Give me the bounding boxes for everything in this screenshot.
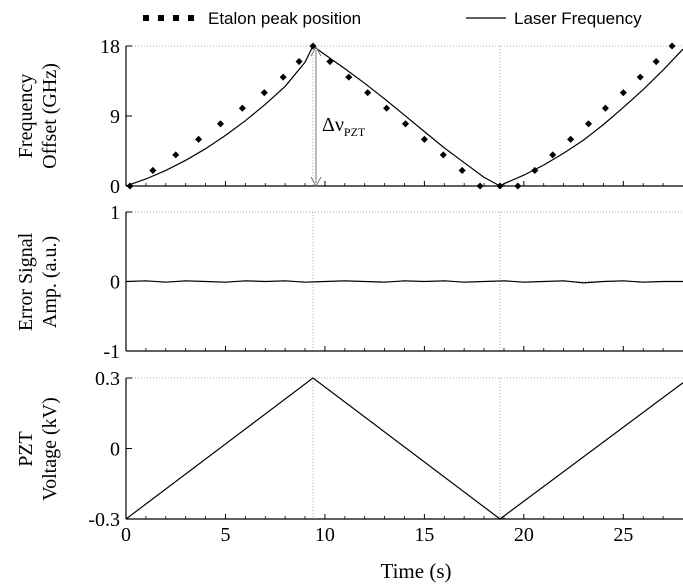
panel2-series-1 (125, 280, 683, 284)
etalon-peak-marker (216, 120, 225, 128)
panel3-ylabel-line1: PZT (15, 431, 37, 467)
axes-layer (125, 45, 683, 520)
panel2-ylabel-line1: Error Signal (15, 232, 37, 331)
panel1-ytick-label-1: 9 (110, 106, 120, 128)
panel1-ytick-label-2: 18 (100, 36, 120, 58)
panel2-ytick-label-2: 1 (110, 202, 120, 224)
x-tick-label-5: 25 (613, 524, 633, 546)
panel2-ytick-label-1: 0 (110, 272, 120, 294)
etalon-peak-marker (345, 73, 353, 81)
etalon-peak-marker (668, 42, 676, 50)
panel2-ytick-label-0: -1 (103, 341, 120, 363)
etalon-peak-marker (279, 73, 287, 81)
etalon-peak-marker (149, 166, 157, 174)
x-tick-label-2: 10 (315, 524, 335, 546)
etalon-peak-marker (401, 120, 410, 128)
panel1-ylabel-line2: Offset (GHz) (39, 63, 61, 169)
legend-line-label: Laser Frequency (514, 9, 642, 28)
etalon-peak-marker (549, 151, 557, 159)
panel3-ytick-label-0: -0.3 (88, 509, 120, 531)
etalon-peak-marker (584, 120, 593, 128)
grid-layer (126, 45, 683, 519)
etalon-peak-marker (383, 104, 391, 112)
panel1-ylabel-line1: Frequency (15, 74, 37, 158)
x-tick-label-4: 20 (514, 524, 534, 546)
delta-arrow-head-top (310, 45, 322, 57)
etalon-peak-marker (514, 182, 522, 190)
etalon-peak-marker (652, 58, 660, 66)
panel2-ylabel: Error Signal Amp. (a.u.) (15, 232, 61, 331)
legend-dots-marker (143, 15, 194, 21)
data-layer (125, 42, 683, 520)
panel3-ytick-label-2: 0.3 (95, 368, 120, 390)
x-tick-label-1: 5 (220, 524, 230, 546)
etalon-peak-marker (195, 135, 203, 143)
etalon-peak-marker (439, 151, 447, 159)
etalon-peak-marker (531, 166, 539, 174)
panel1-ylabel: Frequency Offset (GHz) (15, 63, 61, 169)
etalon-peak-marker (295, 58, 303, 66)
etalon-peak-marker (326, 58, 334, 66)
panel1-ytick-label-0: 0 (110, 176, 120, 198)
etalon-peak-marker (601, 104, 609, 112)
etalon-peak-marker (476, 182, 484, 190)
x-tick-label-0: 0 (121, 524, 131, 546)
panel1-series-1 (125, 45, 683, 187)
etalon-peak-marker (238, 104, 246, 112)
etalon-peak-marker (636, 73, 644, 81)
legend: Etalon peak position Laser Frequency (143, 9, 642, 28)
panel3-ytick-label-1: 0 (110, 439, 120, 461)
legend-dots-label: Etalon peak position (208, 9, 361, 28)
delta-label: ΔνPZT (322, 114, 366, 139)
etalon-peak-marker (309, 42, 317, 50)
etalon-peak-marker (260, 89, 268, 97)
delta-sub: PZT (344, 125, 366, 139)
panel2-ylabel-line2: Amp. (a.u.) (39, 236, 61, 328)
delta-main: Δν (322, 114, 344, 136)
panel3-series-1 (125, 377, 683, 520)
etalon-peak-marker (172, 151, 180, 159)
etalon-peak-marker (496, 182, 504, 190)
x-axis-label: Time (s) (381, 559, 452, 583)
etalon-peak-marker (364, 89, 372, 97)
etalon-peak-marker (458, 166, 466, 174)
etalon-peak-marker (619, 89, 627, 97)
panel3-ylabel: PZT Voltage (kV) (15, 397, 61, 501)
etalon-peak-marker (567, 135, 575, 143)
etalon-peak-marker (420, 135, 428, 143)
delta-annotation: ΔνPZT (310, 45, 366, 188)
delta-arrow-head-bottom (310, 176, 322, 188)
panel3-ylabel-line2: Voltage (kV) (39, 397, 61, 501)
x-tick-label-3: 15 (414, 524, 434, 546)
